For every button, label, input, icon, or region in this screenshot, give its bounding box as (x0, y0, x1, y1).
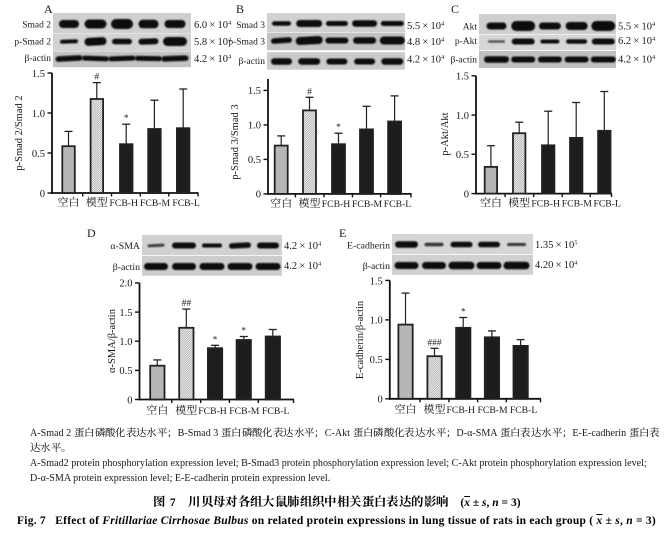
svg-text:Akt: Akt (463, 23, 478, 33)
svg-text:1.35 × 105: 1.35 × 105 (535, 239, 577, 251)
svg-text:p-Akt/Akt: p-Akt/Akt (440, 112, 451, 155)
svg-text:FCB-H: FCB-H (198, 406, 227, 417)
svg-text:E-cadherin: E-cadherin (347, 241, 390, 252)
svg-text:FCB-M: FCB-M (352, 199, 383, 210)
svg-text:4.2 × 104: 4.2 × 104 (618, 54, 655, 66)
svg-text:FCB-H: FCB-H (109, 198, 138, 209)
svg-text:*: * (124, 114, 129, 124)
svg-text:4.2 × 104: 4.2 × 104 (407, 54, 444, 66)
svg-text:FCB-M: FCB-M (562, 199, 593, 210)
svg-text:β-actin: β-actin (113, 262, 140, 273)
svg-text:*: * (241, 327, 246, 337)
svg-text:β-actin: β-actin (239, 57, 266, 67)
svg-text:1.0: 1.0 (248, 121, 261, 132)
svg-text:FCB-L: FCB-L (510, 405, 538, 416)
svg-text:0.5: 0.5 (32, 149, 45, 160)
svg-text:1.0: 1.0 (119, 337, 132, 348)
svg-text:E: E (339, 226, 346, 240)
svg-text:FCB-M: FCB-M (477, 405, 508, 416)
svg-text:α-SMA: α-SMA (110, 241, 140, 252)
svg-text:1.0: 1.0 (32, 109, 45, 120)
svg-text:*: * (336, 123, 341, 133)
svg-text:FCB-L: FCB-L (593, 199, 621, 210)
svg-text:4.2 × 104: 4.2 × 104 (284, 240, 321, 252)
svg-text:##: ## (182, 299, 192, 309)
svg-text:E-cadherin/β-actin: E-cadherin/β-actin (355, 300, 366, 379)
svg-text:1.0: 1.0 (370, 316, 383, 327)
svg-text:α-SMA/β-actin: α-SMA/β-actin (107, 308, 118, 373)
svg-text:4.8 × 104: 4.8 × 104 (407, 36, 444, 48)
svg-text:0: 0 (464, 189, 469, 200)
svg-text:FCB-L: FCB-L (262, 406, 290, 417)
svg-text:β-actin: β-actin (363, 261, 390, 272)
svg-text:0.5: 0.5 (248, 155, 261, 166)
svg-text:6.0 × 104: 6.0 × 104 (194, 19, 231, 31)
svg-text:FCB-L: FCB-L (384, 199, 412, 210)
svg-text:p-Smad 3/Smad 3: p-Smad 3/Smad 3 (230, 104, 241, 179)
svg-text:p-Akt: p-Akt (455, 37, 478, 47)
svg-text:D: D (87, 226, 96, 240)
svg-text:1.5: 1.5 (119, 308, 132, 319)
svg-text:*: * (461, 308, 466, 318)
svg-text:0: 0 (256, 190, 261, 201)
svg-text:1.5: 1.5 (248, 86, 261, 97)
svg-text:β-actin: β-actin (451, 56, 478, 66)
svg-text:4.20 × 104: 4.20 × 104 (535, 259, 577, 271)
svg-text:0: 0 (378, 395, 383, 406)
svg-text:FCB-H: FCB-H (446, 405, 475, 416)
svg-text:5.8 × 104: 5.8 × 104 (194, 36, 231, 48)
svg-text:Smad 2: Smad 2 (22, 21, 51, 31)
svg-text:5.5 × 104: 5.5 × 104 (618, 21, 655, 33)
svg-text:0.5: 0.5 (370, 355, 383, 366)
svg-text:6.2 × 104: 6.2 × 104 (618, 35, 655, 47)
svg-text:0: 0 (40, 189, 45, 200)
svg-text:4.2 × 104: 4.2 × 104 (194, 53, 231, 65)
svg-text:B: B (236, 2, 244, 16)
svg-text:1.5: 1.5 (370, 276, 383, 287)
svg-text:###: ### (427, 338, 442, 348)
svg-text:1.0: 1.0 (456, 111, 469, 122)
svg-text:p-Smad 3: p-Smad 3 (228, 38, 265, 48)
svg-text:2.0: 2.0 (119, 279, 132, 290)
svg-text:FCB-M: FCB-M (140, 198, 171, 209)
svg-text:#: # (94, 73, 99, 83)
svg-text:FCB-L: FCB-L (172, 198, 200, 209)
svg-text:β-actin: β-actin (25, 54, 52, 64)
svg-text:1.5: 1.5 (456, 72, 469, 83)
svg-text:p-Smad 2: p-Smad 2 (14, 38, 51, 48)
svg-text:Smad 3: Smad 3 (236, 21, 265, 31)
svg-text:#: # (307, 87, 312, 97)
svg-text:A: A (44, 2, 53, 16)
svg-text:FCB-H: FCB-H (322, 199, 351, 210)
svg-text:4.2 × 104: 4.2 × 104 (284, 260, 321, 272)
svg-text:*: * (213, 335, 218, 345)
svg-text:0.5: 0.5 (456, 150, 469, 161)
svg-text:FCB-H: FCB-H (531, 199, 560, 210)
svg-text:5.5 × 104: 5.5 × 104 (407, 20, 444, 32)
svg-text:FCB-M: FCB-M (229, 406, 260, 417)
svg-text:C: C (451, 2, 459, 16)
svg-text:0.5: 0.5 (119, 366, 132, 377)
svg-text:1.5: 1.5 (32, 69, 45, 80)
svg-text:0: 0 (127, 395, 132, 406)
svg-text:p-Smad 2/Smad 2: p-Smad 2/Smad 2 (14, 95, 25, 170)
